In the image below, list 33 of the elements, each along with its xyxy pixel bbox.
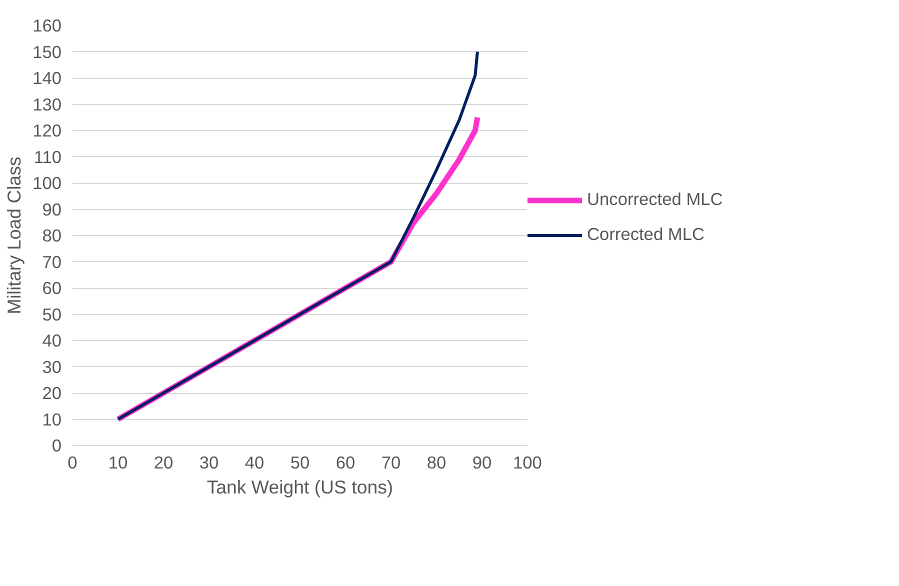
- y-tick-label: 130: [32, 94, 62, 114]
- line-series: [116, 50, 479, 421]
- x-tick-label: 70: [381, 452, 401, 472]
- x-tick-label: 0: [68, 452, 78, 472]
- x-tick-label: 20: [154, 452, 174, 472]
- x-tick-label: 50: [290, 452, 310, 472]
- y-tick-label: 50: [42, 304, 62, 324]
- y-tick-label: 160: [32, 16, 62, 36]
- y-tick-label: 30: [42, 356, 62, 377]
- y-tick-label: 140: [32, 68, 62, 88]
- y-tick-label: 40: [42, 330, 62, 350]
- legend-label: Uncorrected MLC: [587, 189, 723, 210]
- x-tick-label: 60: [336, 452, 356, 472]
- y-tick-label: 100: [32, 173, 62, 193]
- y-tick-label: 90: [42, 199, 62, 220]
- y-tick-label: 70: [42, 252, 62, 272]
- y-tick-label: 110: [34, 146, 62, 167]
- y-tick-label: 60: [42, 278, 62, 298]
- x-tick-label: 100: [513, 452, 542, 472]
- y-tick-label: 80: [42, 226, 62, 246]
- x-tick-label: 80: [426, 452, 446, 472]
- x-tick-label: 40: [244, 452, 264, 472]
- y-tick-label: 20: [42, 383, 62, 403]
- x-tick-label: 30: [199, 452, 219, 472]
- x-axis-title: Tank Weight (US tons): [206, 476, 394, 498]
- y-tick-label: 10: [42, 409, 62, 430]
- x-tick-label: 90: [472, 452, 492, 472]
- y-tick-label: 150: [32, 42, 62, 62]
- legend-label: Corrected MLC: [587, 224, 704, 245]
- x-tick-label: 10: [108, 452, 128, 472]
- y-axis-title: Military Load Class: [4, 156, 25, 314]
- y-tick-label: 120: [32, 120, 62, 140]
- y-tick-label: 0: [52, 436, 62, 456]
